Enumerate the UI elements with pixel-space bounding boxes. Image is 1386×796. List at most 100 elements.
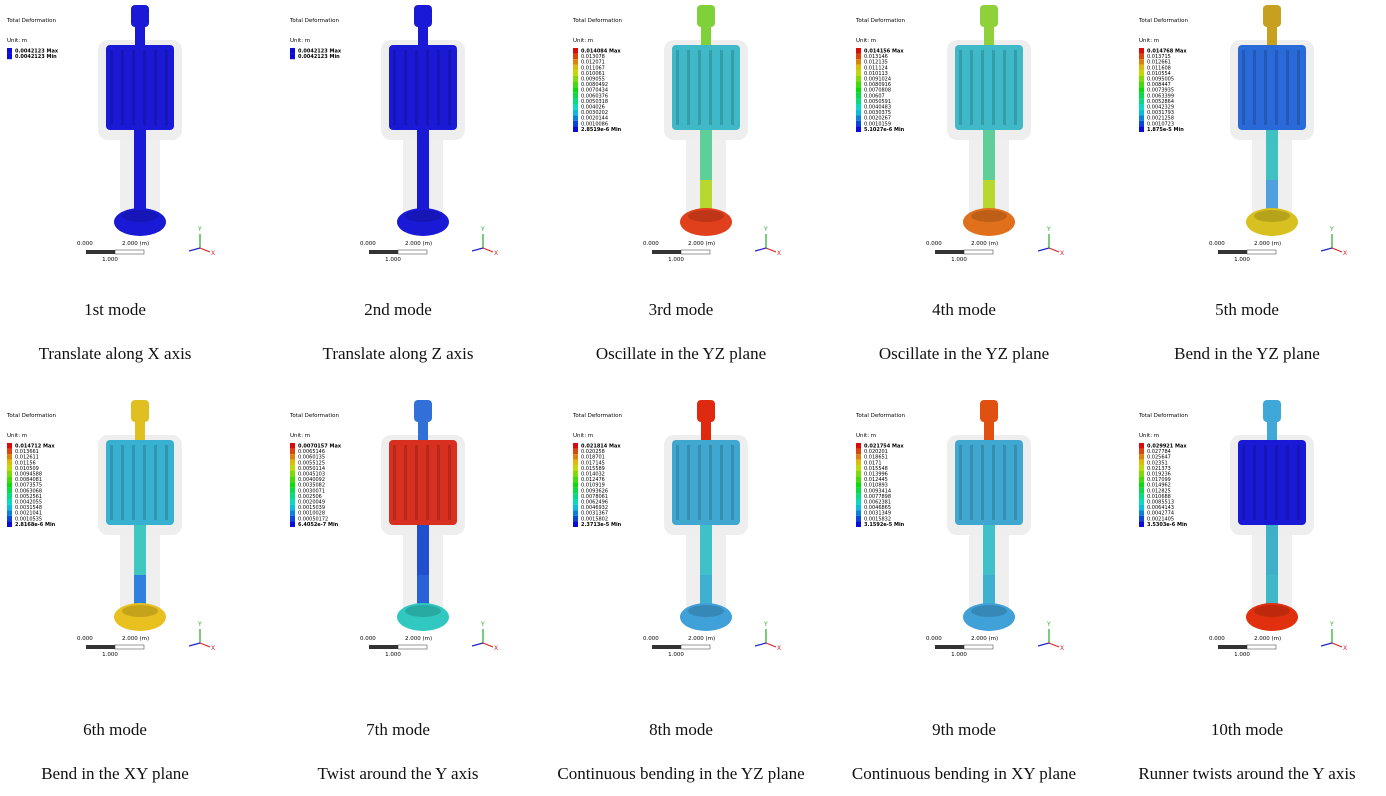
axis-y-label: Y [1046,621,1051,628]
legend-swatch [856,510,861,516]
legend-swatch [573,454,578,460]
shaft-lower [700,575,712,607]
legend-header: Total Deformation [289,413,339,419]
legend-unit: Unit: m [1139,433,1159,439]
mode: 7th mode [366,708,430,752]
legend-swatch [7,482,12,488]
mode-description: Bend in the YZ plane [1174,332,1320,376]
mode-description: Translate along X axis [39,332,192,376]
fin [709,445,712,520]
scale-light [681,645,710,649]
legend-header: Total Deformation [1138,413,1188,419]
legend-swatch [1139,104,1144,110]
axis-x [1332,248,1342,252]
rotor [955,45,1023,130]
fin [709,50,712,125]
legend-swatch [573,465,578,471]
legend-swatch [290,516,295,522]
shaft-lower [134,180,146,212]
neck [418,27,428,47]
scale-end: 2.000 (m) [122,636,149,642]
mode-description: Continuous bending in XY plane [852,752,1076,796]
legend-swatch [573,460,578,466]
caption: 7th modeTwist around the Y axis [273,680,523,796]
axis-x-label: X [494,645,498,652]
shaft [134,525,146,575]
scale-mid: 1.000 [951,257,967,263]
cap [414,5,432,27]
scale-end: 2.000 (m) [405,241,432,247]
legend-swatch [573,482,578,488]
legend-swatch [573,59,578,65]
scale-start: 0.000 [643,241,659,247]
shaft-lower [983,575,995,607]
legend-swatch [856,465,861,471]
legend-swatch [573,110,578,116]
rotor [389,45,457,130]
axis-x-label: X [1060,250,1064,257]
fin [437,50,440,125]
scale-mid: 1.000 [385,652,401,658]
fin [698,445,701,520]
scale-start: 0.000 [1209,241,1225,247]
legend-swatch [1139,454,1144,460]
legend-swatch [856,443,861,449]
axis-y-label: Y [197,226,202,233]
shaft-lower [417,575,429,607]
legend-swatch [573,521,578,527]
neck [701,422,711,442]
caption: 6th modeBend in the XY plane [0,680,240,796]
mode: 6th mode [83,708,147,752]
panel: Total DeformationUnit: m0.021754 Max0.02… [855,400,1064,658]
fin [404,445,407,520]
fin [1003,445,1006,520]
fin [132,445,135,520]
scale-light [964,250,993,254]
legend-swatch [7,460,12,466]
legend-swatch [856,98,861,104]
mode: 5th mode [1215,288,1279,332]
legend-swatch [1139,499,1144,505]
fin [437,445,440,520]
shaft [417,130,429,180]
scale-dark [369,645,398,649]
legend-unit: Unit: m [573,433,593,439]
legend-unit: Unit: m [856,433,876,439]
legend-swatch [1139,516,1144,522]
axis-x-label: X [777,645,781,652]
shaft-lower [1266,575,1278,607]
scale-end: 2.000 (m) [122,241,149,247]
legend-swatch [7,48,12,54]
scale-start: 0.000 [77,241,93,247]
runner-hub [688,605,724,617]
legend-swatch [1139,521,1144,527]
rotor [672,45,740,130]
caption: 4th modeOscillate in the YZ plane [839,288,1089,376]
legend-swatch [7,471,12,477]
legend-label: 1.875e-5 Min [1147,127,1184,133]
legend-label: 2.3713e-5 Min [581,522,622,528]
fin [404,50,407,125]
axis-z [189,643,200,646]
scale-mid: 1.000 [102,257,118,263]
legend-swatch [856,76,861,82]
shaft-lower [983,180,995,212]
fin [720,445,723,520]
axis-z [189,248,200,251]
legend-swatch [573,87,578,93]
legend-swatch [856,516,861,522]
legend-swatch [573,477,578,483]
scale-light [398,645,427,649]
legend-unit: Unit: m [573,38,593,44]
fin [1253,50,1256,125]
legend-swatch [856,488,861,494]
mode: 9th mode [932,708,996,752]
axis-x-label: X [211,250,215,257]
scale-start: 0.000 [926,636,942,642]
axis-y-label: Y [763,621,768,628]
fin [687,50,690,125]
axis-z [1321,248,1332,251]
fin [165,50,168,125]
fin [393,445,396,520]
